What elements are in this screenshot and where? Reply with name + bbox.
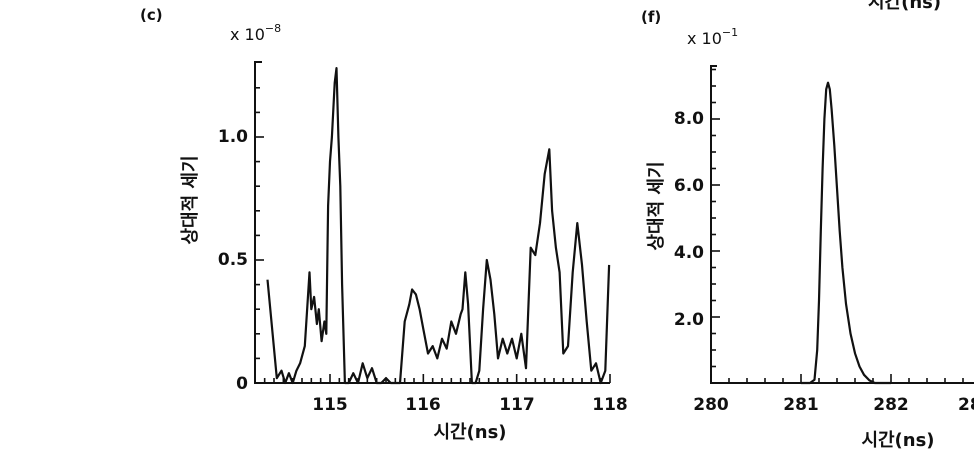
panel-f-axes [710, 65, 974, 384]
panel-f-ticks [710, 68, 964, 384]
panel-f: (f) x 10−1 상대적 세기 시간(ns) 2.0 4.0 6.0 8.0… [641, 8, 974, 451]
panel-f-x-tick-label: 28 [958, 395, 974, 415]
panel-f-x-tick-label: 281 [783, 395, 819, 415]
panel-c-axes [254, 61, 610, 384]
panel-f-series-line [801, 81, 891, 385]
panel-c-multiplier: x 10−8 [230, 22, 281, 44]
panel-c-series-line [266, 67, 611, 385]
panel-c-y-tick-label: 0.5 [218, 250, 248, 270]
panel-f-multiplier: x 10−1 [687, 26, 738, 48]
panel-c-y-tick-label: 0 [236, 374, 248, 394]
panel-f-x-tick-label: 280 [693, 395, 729, 415]
panel-f-y-tick-label: 2.0 [674, 310, 704, 330]
panel-f-y-axis-title: 상대적 세기 [646, 161, 667, 250]
panel-c-y-axis-title: 상대적 세기 [180, 155, 201, 244]
cropped-axis-title: 시간(ns) [868, 0, 941, 13]
panel-f-x-axis-title: 시간(ns) [861, 430, 934, 451]
panel-f-y-tick-label: 8.0 [674, 109, 704, 129]
panel-f-multiplier-exponent: −1 [722, 26, 738, 39]
panel-f-y-tick-label: 6.0 [674, 176, 704, 196]
panel-c-x-tick-label: 115 [312, 395, 348, 415]
panel-f-x-tick-label: 282 [873, 395, 909, 415]
panel-f-y-tick-label: 4.0 [674, 243, 704, 263]
panel-c-ticks [255, 87, 611, 384]
panel-f-label: (f) [641, 8, 661, 26]
panel-c-x-tick-label: 117 [499, 395, 535, 415]
panel-c-y-tick-label: 1.0 [218, 127, 248, 147]
panel-f-multiplier-base: x 10 [687, 29, 722, 48]
panel-c-x-tick-label: 116 [405, 395, 441, 415]
panel-c: (c) x 10−8 상대적 세기 시간(ns) 0 0.5 1.0 115 1… [140, 6, 628, 443]
panel-c-multiplier-base: x 10 [230, 25, 265, 44]
panel-c-x-tick-label: 118 [592, 395, 628, 415]
panel-c-x-axis-title: 시간(ns) [433, 422, 506, 443]
panel-c-multiplier-exponent: −8 [265, 22, 281, 35]
panel-c-label: (c) [140, 6, 163, 24]
